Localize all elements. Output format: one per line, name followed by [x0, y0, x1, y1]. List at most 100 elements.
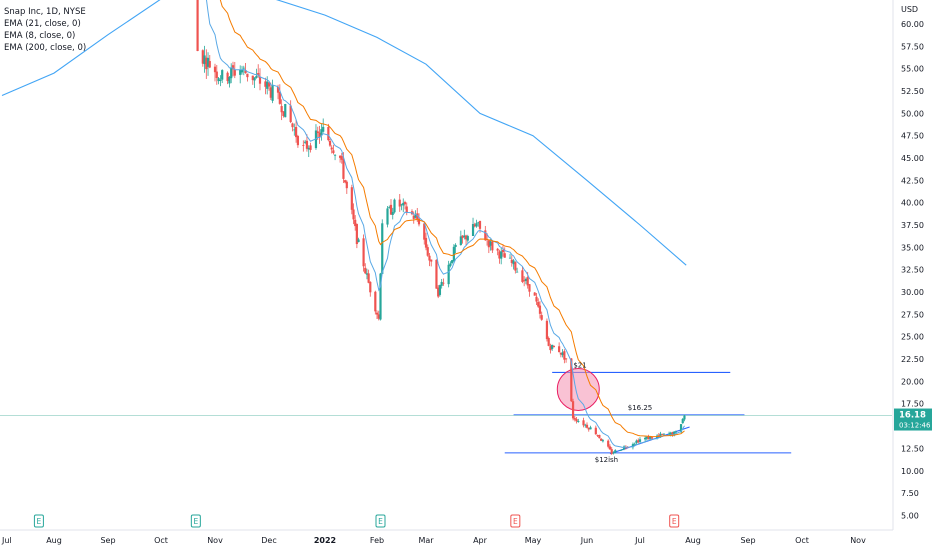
- candle-body: [549, 346, 552, 351]
- earnings-marker-box: [510, 514, 521, 528]
- candle-body: [291, 123, 294, 128]
- time-tick-label: Dec: [261, 536, 276, 545]
- candle-body: [438, 285, 442, 295]
- candle-body: [423, 223, 426, 240]
- candle-body: [377, 314, 380, 319]
- candle-body: [233, 69, 236, 76]
- earnings-marker-box: [669, 514, 680, 528]
- price-axis[interactable]: USD 60.00 57.50 55.00 52.50 50.00 47.50 45.00 42…: [901, 5, 924, 520]
- candle-body: [208, 61, 211, 68]
- candle-body: [528, 284, 531, 292]
- price-tick-label: 57.50: [901, 42, 924, 51]
- time-tick-label: Feb: [370, 536, 384, 545]
- candle-body: [435, 259, 438, 289]
- price-tick-label: 30.00: [901, 288, 924, 297]
- candle-body: [278, 91, 281, 104]
- candle-body: [217, 78, 220, 82]
- candle-body: [386, 208, 389, 225]
- candle-body: [362, 238, 365, 267]
- time-tick-label: Sep: [740, 536, 755, 545]
- candle-body: [379, 273, 382, 320]
- candle-body: [637, 440, 640, 443]
- candle-body: [340, 156, 343, 160]
- candle-body: [327, 127, 330, 141]
- candle-body: [601, 440, 604, 442]
- time-tick-label: Nov: [207, 536, 223, 545]
- time-tick-label: Mar: [418, 536, 434, 545]
- candle-body: [403, 202, 407, 205]
- candle-body: [563, 351, 566, 360]
- candle-body: [215, 71, 218, 78]
- price-tick-label: 32.50: [901, 266, 924, 275]
- candle-body: [253, 77, 256, 81]
- price-label-countdown: 03:12:46: [899, 422, 931, 430]
- candle-body: [258, 76, 262, 84]
- candle-body: [330, 147, 333, 150]
- ema8-line: [206, 0, 685, 448]
- candle-body: [400, 204, 403, 206]
- candle-body: [255, 75, 258, 78]
- candle-body: [417, 218, 421, 225]
- candle-body: [451, 260, 454, 263]
- candle-body: [491, 241, 494, 251]
- earnings-marker-letter: E: [37, 517, 42, 526]
- time-axis[interactable]: Jul Aug Sep Oct Nov Dec 2022 Feb Mar Apr May Jun Jul…: [1, 536, 866, 545]
- price-tick-label: 55.00: [901, 65, 924, 74]
- candle-body: [478, 220, 482, 229]
- candle-body: [551, 344, 554, 349]
- candle-body: [405, 206, 408, 213]
- candle-body: [393, 199, 396, 213]
- candle-body: [512, 260, 515, 265]
- candle-body: [344, 180, 347, 183]
- candle-body: [594, 427, 597, 435]
- candle-body: [367, 273, 370, 283]
- price-tick-label: 37.50: [901, 221, 924, 230]
- price-tick-label: 60.00: [901, 20, 924, 29]
- candle-body: [416, 213, 419, 220]
- candle-body: [282, 111, 285, 116]
- candle-body: [230, 67, 233, 79]
- candle-body: [293, 129, 296, 131]
- candle-body: [318, 132, 321, 138]
- candle-body: [414, 214, 417, 218]
- candle-body: [203, 55, 206, 65]
- ema200-line: [1, 0, 687, 266]
- candle-body: [412, 215, 415, 219]
- candle-body: [503, 253, 506, 258]
- time-tick-label: Sep: [100, 536, 115, 545]
- candle-body: [547, 337, 550, 346]
- candle-body: [596, 435, 599, 436]
- candle-body: [621, 449, 624, 451]
- candle-body: [231, 65, 235, 70]
- candle-body: [374, 291, 377, 312]
- candle-body: [342, 159, 345, 179]
- price-tick-label: 7.50: [901, 489, 919, 498]
- candle-body: [364, 267, 367, 274]
- candle-body: [239, 69, 242, 75]
- earnings-marker-letter: E: [378, 517, 383, 526]
- candle-body: [644, 437, 647, 440]
- candle-body: [516, 271, 519, 273]
- candle-body: [587, 427, 590, 430]
- earnings-marker: E: [375, 514, 386, 528]
- candle-body: [650, 437, 654, 439]
- candle-body: [600, 438, 603, 441]
- time-tick-label: Jul: [634, 536, 645, 545]
- legend-entry: EMA (8, close, 0): [4, 31, 75, 41]
- candle-body: [659, 433, 662, 436]
- candle-body: [244, 70, 247, 74]
- candle-body: [498, 251, 501, 259]
- candle-body: [333, 154, 337, 156]
- candle-body: [671, 432, 674, 436]
- price-axis-unit: USD: [901, 5, 918, 14]
- price-tick-label: 20.00: [901, 377, 924, 386]
- candle-body: [205, 57, 208, 70]
- earnings-marker: E: [669, 514, 680, 528]
- candle-body: [477, 222, 480, 224]
- candle-body: [226, 72, 229, 82]
- candle-body: [464, 235, 468, 240]
- candle-body: [612, 452, 615, 454]
- candle-body: [461, 235, 464, 238]
- candle-body: [345, 181, 348, 189]
